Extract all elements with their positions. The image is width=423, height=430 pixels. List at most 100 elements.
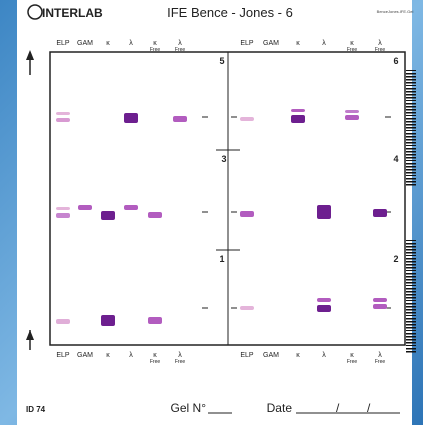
lane-sublabel: Free [175, 47, 186, 53]
band [148, 317, 162, 324]
band [373, 298, 387, 302]
barcode-bar [406, 148, 416, 150]
date-label: Date [267, 401, 293, 415]
gel-label: Gel N° [171, 401, 207, 415]
logo-text: INTERLAB [42, 6, 103, 20]
barcode-bar [406, 351, 416, 353]
barcode-bar [406, 178, 416, 180]
lane-label: GAM [263, 352, 279, 359]
lane-label: GAM [77, 352, 93, 359]
lane-sublabel: Free [150, 359, 161, 365]
barcode-bar [406, 303, 416, 305]
barcode-bar [406, 273, 416, 275]
lane-label: κ [153, 40, 157, 47]
lane-sublabel: Free [175, 359, 186, 365]
lane-label: κ [350, 352, 354, 359]
barcode-bar [406, 142, 416, 144]
barcode-bar [406, 73, 416, 75]
barcode-bar [406, 82, 416, 84]
barcode-bar [406, 276, 416, 278]
lane-label: λ [378, 40, 382, 47]
lane-label: ELP [56, 40, 70, 47]
lane-sublabel: Free [347, 47, 358, 53]
band [345, 110, 359, 113]
barcode-bar [406, 282, 416, 284]
band [124, 113, 138, 123]
barcode-bar [406, 264, 416, 266]
barcode-bar [406, 85, 416, 86]
barcode-bar [406, 297, 416, 299]
band [240, 211, 254, 217]
lane-label: κ [106, 352, 110, 359]
lane-label: κ [296, 40, 300, 47]
barcode-bar [406, 336, 416, 338]
screen: INTERLAB IFE Bence - Jones - 6 BenceJone… [0, 0, 423, 425]
barcode-bar [406, 243, 416, 245]
barcode-bar [406, 261, 416, 263]
barcode-bar [406, 240, 416, 241]
sample-number: 1 [219, 254, 224, 264]
barcode-bar [406, 270, 416, 271]
barcode-bar [406, 70, 416, 71]
barcode-bar [406, 333, 416, 335]
barcode-bar [406, 312, 416, 314]
barcode-bar [406, 321, 416, 323]
lane-label: κ [296, 352, 300, 359]
lane-label: λ [378, 352, 382, 359]
lane-label: λ [178, 40, 182, 47]
sample-number: 6 [393, 56, 398, 66]
band [101, 315, 115, 326]
lane-label: λ [322, 352, 326, 359]
barcode-bar [406, 79, 416, 81]
band [56, 112, 70, 115]
band [317, 298, 331, 302]
lane-label: GAM [77, 40, 93, 47]
lane-sublabel: Free [375, 47, 386, 53]
barcode-bar [406, 76, 416, 78]
barcode-bar [406, 249, 416, 251]
band [148, 212, 162, 218]
lane-label: λ [129, 352, 133, 359]
lane-label: λ [129, 40, 133, 47]
barcode-bar [406, 294, 416, 296]
lane-label: ELP [240, 352, 254, 359]
barcode-bar [406, 94, 416, 96]
barcode-bar [406, 115, 416, 116]
barcode-bar [406, 133, 416, 135]
barcode-bar [406, 327, 416, 329]
barcode-bar [406, 348, 416, 350]
band [56, 213, 70, 218]
barcode-bar [406, 258, 416, 260]
sample-number: 3 [221, 154, 226, 164]
band [373, 209, 387, 217]
lane-sublabel: Free [375, 359, 386, 365]
sample-id: ID 74 [26, 405, 46, 414]
lane-label: κ [350, 40, 354, 47]
barcode-bar [406, 279, 416, 281]
lane-label: ELP [240, 40, 254, 47]
barcode-bar [406, 172, 416, 174]
barcode-bar [406, 291, 416, 293]
barcode-bar [406, 130, 416, 131]
barcode-bar [406, 139, 416, 141]
barcode-bar [406, 124, 416, 126]
barcode-bar [406, 267, 416, 269]
band [291, 115, 305, 123]
barcode-bar [406, 339, 416, 341]
barcode-bar [406, 315, 416, 316]
small-print: BenceJones.IFE.Gel [377, 9, 414, 14]
barcode-bar [406, 309, 416, 311]
barcode-bar [406, 109, 416, 111]
barcode-bar [406, 145, 416, 146]
barcode-bar [406, 306, 416, 308]
barcode-bar [406, 175, 416, 176]
band [78, 205, 92, 210]
barcode-bar [406, 318, 416, 320]
lane-label: κ [106, 40, 110, 47]
barcode-bar [406, 118, 416, 120]
band [291, 109, 305, 112]
barcode-bar [406, 345, 416, 346]
band [317, 205, 331, 219]
lane-label: λ [322, 40, 326, 47]
barcode-bar [406, 184, 416, 186]
